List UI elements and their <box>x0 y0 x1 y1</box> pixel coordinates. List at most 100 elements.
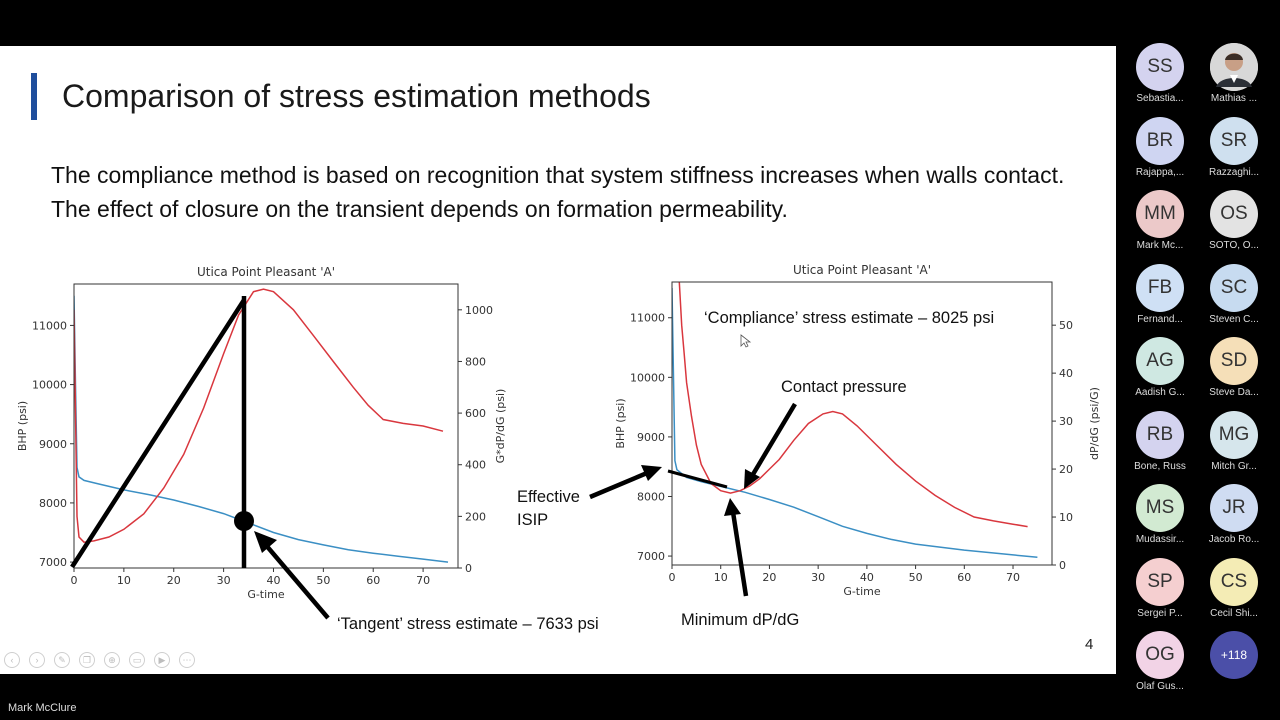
y-tick-label: 7000 <box>39 556 67 569</box>
participant-tile[interactable]: SP Sergei P... <box>1120 557 1200 619</box>
participant-tile[interactable]: BR Rajappa,... <box>1120 116 1200 178</box>
participant-avatar: SD <box>1210 337 1258 385</box>
pressure-series-line <box>672 287 1038 559</box>
participant-avatar: JR <box>1210 484 1258 532</box>
participant-name: Bone, Russ <box>1134 460 1186 472</box>
x-tick-label: 10 <box>117 574 131 587</box>
participant-tile[interactable]: MM Mark Mc... <box>1120 190 1200 251</box>
chart-title: Utica Point Pleasant 'A' <box>197 265 335 279</box>
tangent-arrow-shaft <box>263 542 330 620</box>
participant-name: Sergei P... <box>1137 607 1183 619</box>
participant-avatar: MS <box>1136 484 1184 532</box>
participant-tile[interactable]: SD Steve Da... <box>1194 337 1274 398</box>
participant-avatar: MG <box>1210 410 1258 459</box>
isip-arrow-shaft <box>589 470 648 500</box>
participant-photo-avatar <box>1210 43 1258 91</box>
participant-tile[interactable]: MG Mitch Gr... <box>1194 410 1274 472</box>
x-tick-label: 20 <box>762 571 776 584</box>
participant-tile[interactable]: OG Olaf Gus... <box>1120 631 1200 692</box>
y-tick-label: 9000 <box>637 431 665 444</box>
participants-panel: SS Sebastia... Mathias ... BR Rajappa,... SR R… <box>1116 40 1280 700</box>
derivative-series-line <box>678 282 1028 528</box>
y2-axis-label: G*dP/dG (psi) <box>494 389 507 464</box>
participant-name: Mark Mc... <box>1136 240 1184 251</box>
participant-avatar: SS <box>1136 43 1184 91</box>
participant-tile[interactable]: FB Fernand... <box>1120 263 1200 325</box>
annotation-label: Contact pressure <box>781 378 907 396</box>
y2-tick-label: 400 <box>465 459 486 472</box>
copy-icon[interactable]: ❐ <box>79 652 95 668</box>
participant-tile[interactable]: +118 <box>1194 631 1274 679</box>
charts-figure: Utica Point Pleasant 'A' G-time BHP (psi) G… <box>16 263 1101 633</box>
participant-avatar: AG <box>1136 337 1184 385</box>
y2-tick-label: 10 <box>1059 511 1073 524</box>
x-axis-label: G-time <box>247 588 285 601</box>
participant-name: Olaf Gus... <box>1136 681 1184 692</box>
y2-tick-label: 1000 <box>465 304 493 317</box>
slide-number: 4 <box>1085 636 1094 653</box>
plots-area: Utica Point Pleasant 'A' G-time BHP (psi) G… <box>0 246 1116 646</box>
x-tick-label: 30 <box>811 571 825 584</box>
participant-name: SOTO, O... <box>1209 240 1259 251</box>
participant-tile[interactable]: MS Mudassir... <box>1120 484 1200 545</box>
participant-tile[interactable]: AG Aadish G... <box>1120 337 1200 398</box>
y-tick-label: 9000 <box>39 438 67 451</box>
x-tick-label: 60 <box>957 571 971 584</box>
y2-tick-label: 0 <box>1059 559 1066 572</box>
participant-avatar: MM <box>1136 190 1184 238</box>
x-tick-label: 20 <box>167 574 181 587</box>
x-tick-label: 10 <box>714 571 728 584</box>
participant-tile[interactable]: SR Razzaghi... <box>1194 116 1274 178</box>
y-tick-label: 10000 <box>630 371 665 384</box>
x-tick-label: 60 <box>366 574 380 587</box>
participant-tile[interactable]: OS SOTO, O... <box>1194 190 1274 251</box>
x-tick-label: 50 <box>316 574 330 587</box>
camera-icon[interactable]: ▶ <box>154 652 170 668</box>
pen-icon[interactable]: ✎ <box>54 652 70 668</box>
title-accent-bar <box>31 73 37 120</box>
y2-tick-label: 0 <box>465 562 472 575</box>
x-axis-label: G-time <box>843 585 881 598</box>
y2-axis-label: dP/dG (psi/G) <box>1088 387 1101 460</box>
speaker-name: Mark McClure <box>8 702 77 714</box>
x-tick-label: 50 <box>909 571 923 584</box>
tangent-intersection-point <box>234 511 254 531</box>
annotation-label: ‘Compliance’ stress estimate – 8025 psi <box>704 309 994 327</box>
minimum-arrow-shaft <box>730 511 749 597</box>
y-axis-label: BHP (psi) <box>16 401 29 451</box>
more-icon[interactable]: ⋯ <box>179 652 195 668</box>
participant-tile[interactable]: RB Bone, Russ <box>1120 410 1200 472</box>
participant-avatar: BR <box>1136 116 1184 165</box>
minimum-arrow-head <box>724 498 741 516</box>
x-tick-label: 0 <box>71 574 78 587</box>
participant-avatar: FB <box>1136 263 1184 312</box>
x-tick-label: 0 <box>669 571 676 584</box>
isip-arrow-head <box>641 465 662 481</box>
participant-tile[interactable]: Mathias ... <box>1194 43 1274 104</box>
participant-name: Steve Da... <box>1209 387 1259 398</box>
participant-avatar: SC <box>1210 263 1258 312</box>
more-participants-button[interactable]: +118 <box>1210 631 1258 679</box>
y2-tick-label: 40 <box>1059 367 1073 380</box>
annotation-label: Minimum dP/dG <box>681 611 799 629</box>
participant-tile[interactable]: SC Steven C... <box>1194 263 1274 325</box>
participant-name: Mitch Gr... <box>1211 460 1257 472</box>
chart-title: Utica Point Pleasant 'A' <box>793 263 931 277</box>
participant-avatar: CS <box>1210 557 1258 606</box>
tangent-line <box>70 298 246 569</box>
back-icon[interactable]: ‹ <box>4 652 20 668</box>
participant-avatar: RB <box>1136 410 1184 459</box>
participant-name: Razzaghi... <box>1208 166 1260 178</box>
x-tick-label: 30 <box>217 574 231 587</box>
zoom-icon[interactable]: ⊕ <box>104 652 120 668</box>
participant-tile[interactable]: CS Cecil Shi... <box>1194 557 1274 619</box>
isip-tangent-line <box>667 469 728 489</box>
participant-avatar: SP <box>1136 557 1184 606</box>
mouse-cursor-icon <box>740 334 752 348</box>
participant-tile[interactable]: JR Jacob Ro... <box>1194 484 1274 545</box>
participant-tile[interactable]: SS Sebastia... <box>1120 43 1200 104</box>
y-tick-label: 7000 <box>637 550 665 563</box>
forward-icon[interactable]: › <box>29 652 45 668</box>
subtitles-icon[interactable]: ▭ <box>129 652 145 668</box>
person-photo-icon <box>1210 43 1258 91</box>
